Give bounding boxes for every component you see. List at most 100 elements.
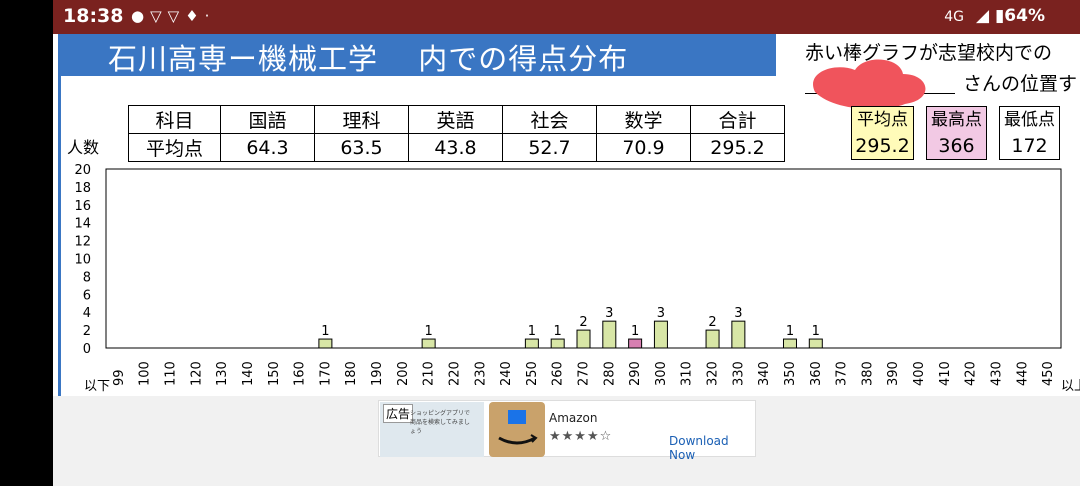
data-label: 1	[321, 324, 329, 339]
table-cell: 43.8	[408, 133, 503, 162]
location-icon: ♦	[185, 7, 205, 25]
battery-percent: 64%	[1004, 6, 1045, 26]
x-tick-label: 120	[189, 361, 204, 386]
x-tick-label: 170	[318, 361, 333, 386]
ad-image[interactable]: 広告 ショッピングアプリで 商品を検索してみましょう	[380, 402, 484, 457]
x-tick-label: 300	[654, 361, 669, 386]
amazon-logo-icon[interactable]	[489, 402, 545, 457]
x-tick-label: 370	[835, 361, 850, 386]
stat-average-box: 平均点 295.2	[851, 106, 914, 160]
table-cell: 合計	[690, 105, 785, 134]
x-tick-label: 100	[138, 361, 153, 386]
battery-icon: ▮	[994, 6, 1005, 26]
stat-label: 最高点	[931, 110, 982, 130]
stat-value: 172	[1011, 135, 1048, 157]
y-tick-label: 16	[74, 199, 91, 214]
ad-app-title: Amazon	[549, 411, 598, 425]
x-tick-label: 180	[344, 361, 359, 386]
stat-label: 最低点	[1004, 110, 1055, 130]
signal-icon: ◢	[975, 6, 990, 26]
data-label: 3	[657, 306, 665, 321]
x-tick-label: 410	[938, 361, 953, 386]
x-tick-label: 220	[447, 361, 462, 386]
x-tick-label: 390	[886, 361, 901, 386]
bar	[524, 338, 539, 349]
table-cell: 平均点	[128, 133, 221, 162]
table-cell: 70.9	[596, 133, 691, 162]
x-tick-label: 420	[964, 361, 979, 386]
bar	[550, 338, 565, 349]
redaction-mark	[813, 59, 926, 109]
bar	[808, 338, 823, 349]
x-sublabel-last: 以上	[1061, 379, 1080, 394]
status-bar: 18:38 ●▽▽♦· 4G ◢ ▮64%	[53, 0, 1080, 34]
x-tick-label: 200	[396, 361, 411, 386]
data-label: 1	[424, 324, 432, 339]
x-tick-label: 140	[241, 361, 256, 386]
y-tick-label: 8	[83, 270, 91, 285]
data-label: 3	[605, 306, 613, 321]
x-tick-label: 290	[628, 361, 643, 386]
x-tick-label: 430	[989, 361, 1004, 386]
notification-icon: ▽	[167, 7, 186, 25]
bar	[602, 320, 617, 349]
title-banner: 石川高専ー機械工学 内での得点分布	[58, 34, 776, 76]
data-label: 3	[734, 306, 742, 321]
table-cell: 52.7	[502, 133, 597, 162]
stat-max-box: 最高点 366	[926, 106, 987, 160]
x-tick-label: 110	[164, 361, 179, 386]
ad-download-button[interactable]: Download Now	[669, 434, 729, 462]
y-tick-label: 4	[83, 306, 91, 321]
table-row: 科目 国語 理科 英語 社会 数学 合計	[128, 105, 785, 134]
document-viewer[interactable]: 石川高専ー機械工学 内での得点分布 赤い棒グラフが志望校内での さんの位置す 科…	[53, 34, 1080, 396]
x-tick-label: 340	[757, 361, 772, 386]
x-tick-label: 130	[215, 361, 230, 386]
x-tick-label: 150	[267, 361, 282, 386]
x-tick-label: 310	[680, 361, 695, 386]
x-tick-label: 260	[551, 361, 566, 386]
ad-banner[interactable]: 広告 ショッピングアプリで 商品を検索してみましょう Amazon ★★★★☆ …	[378, 400, 756, 462]
x-tick-label: 330	[731, 361, 746, 386]
x-tick-label: 380	[860, 361, 875, 386]
line-icon: ●	[131, 7, 151, 25]
bar	[705, 329, 720, 349]
table-row: 平均点 64.3 63.5 43.8 52.7 70.9 295.2	[128, 133, 785, 162]
stat-min-box: 最低点 172	[999, 106, 1060, 160]
ad-rating: ★★★★☆	[549, 429, 613, 444]
x-tick-label: 350	[783, 361, 798, 386]
table-cell: 64.3	[220, 133, 315, 162]
table-cell: 英語	[408, 105, 503, 134]
bar	[653, 320, 668, 349]
x-sublabel-first: 以下	[84, 379, 110, 394]
x-tick-label: 210	[422, 361, 437, 386]
data-label: 1	[631, 324, 639, 339]
x-tick-label: 400	[912, 361, 927, 386]
network-type: 4G	[944, 9, 965, 25]
x-tick-label: 270	[577, 361, 592, 386]
y-tick-label: 2	[83, 324, 91, 339]
bar	[731, 320, 746, 349]
ad-banner-area: 広告 ショッピングアプリで 商品を検索してみましょう Amazon ★★★★☆ …	[53, 396, 1080, 486]
dot-icon: ·	[204, 7, 216, 25]
amazon-smile-icon	[498, 410, 538, 445]
x-tick-label: 360	[809, 361, 824, 386]
y-axis-title: 人数	[67, 138, 100, 157]
table-cell: 63.5	[314, 133, 409, 162]
table-cell: 科目	[128, 105, 221, 134]
stat-value: 295.2	[855, 135, 910, 157]
table-cell: 数学	[596, 105, 691, 134]
bar	[318, 338, 333, 349]
x-tick-label: 320	[706, 361, 721, 386]
data-label: 1	[786, 324, 794, 339]
x-tick-label: 280	[602, 361, 617, 386]
table-cell: 295.2	[690, 133, 785, 162]
data-label: 1	[528, 324, 536, 339]
bar	[576, 329, 591, 349]
note-line-2: さんの位置す	[963, 73, 1078, 95]
y-tick-label: 18	[74, 181, 91, 196]
y-tick-label: 20	[74, 163, 91, 178]
data-label: 2	[708, 315, 716, 330]
stat-label: 平均点	[857, 110, 908, 130]
x-tick-label: 190	[370, 361, 385, 386]
